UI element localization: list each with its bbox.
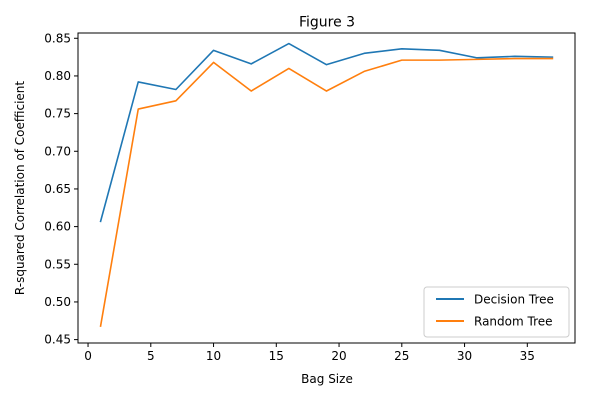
y-tick-label: 0.45: [44, 333, 71, 347]
y-tick-label: 0.65: [44, 182, 71, 196]
x-tick-label: 10: [206, 349, 221, 363]
y-tick-label: 0.75: [44, 107, 71, 121]
y-tick-label: 0.80: [44, 69, 71, 83]
x-tick-label: 0: [84, 349, 92, 363]
y-tick-label: 0.85: [44, 31, 71, 45]
x-tick-label: 15: [269, 349, 284, 363]
series-line-decision-tree: [99, 42, 554, 223]
x-tick-label: 35: [520, 349, 535, 363]
y-tick-label: 0.60: [44, 220, 71, 234]
legend-label-decision-tree: Decision Tree: [474, 293, 554, 307]
y-axis: 0.45 0.50 0.55 0.60 0.65 0.70 0.75 0.80 0.85: [44, 31, 78, 347]
x-tick-label: 30: [457, 349, 472, 363]
x-tick-label: 20: [331, 349, 346, 363]
x-tick-label: 5: [147, 349, 155, 363]
legend-item-decision-tree: Decision Tree: [436, 293, 554, 307]
series-line-random-tree: [99, 57, 554, 327]
y-tick-label: 0.55: [44, 257, 71, 271]
series-lines: [99, 42, 554, 327]
chart-title: Figure 3: [299, 15, 355, 31]
x-tick-label: 25: [394, 349, 409, 363]
y-tick-label: 0.50: [44, 295, 71, 309]
x-axis: 0 5 10 15 20 25 30 35: [84, 343, 535, 363]
legend-item-random-tree: Random Tree: [436, 315, 553, 329]
legend-label-random-tree: Random Tree: [474, 315, 553, 329]
plot-frame: [77, 32, 576, 344]
legend: Decision Tree Random Tree: [423, 286, 570, 338]
y-tick-label: 0.70: [44, 144, 71, 158]
x-axis-label: Bag Size: [301, 372, 353, 386]
y-axis-label: R-squared Correlation of Coefficient: [13, 81, 27, 295]
plot-area: [77, 32, 576, 344]
